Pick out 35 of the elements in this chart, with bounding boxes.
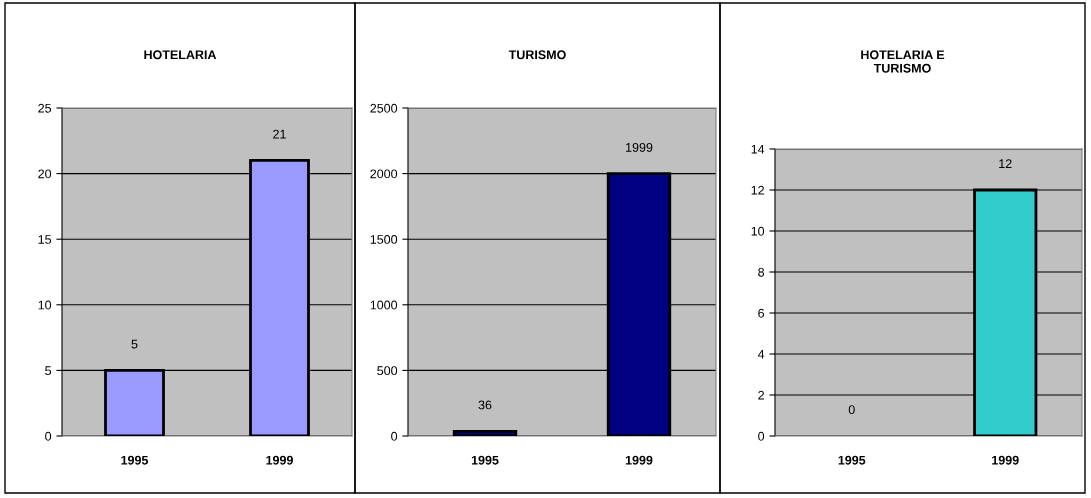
y-tick-label: 2000 [370,169,398,179]
y-tick-label: 8 [758,267,765,277]
y-tick-label: 6 [758,308,765,318]
data-label: 36 [478,400,492,410]
chart-title: TURISMO [508,50,566,60]
y-tick-label: 0 [45,431,52,441]
y-tick-label: 25 [38,103,52,113]
chart-title: HOTELARIA E TURISMO [861,50,945,73]
data-label: 12 [999,159,1012,168]
y-tick-label: 2500 [370,103,398,113]
data-label: 0 [848,405,855,415]
x-tick-label: 1995 [121,455,149,465]
y-tick-label: 15 [38,235,52,244]
x-tick-label: 1995 [838,455,866,465]
x-tick-label: 1999 [266,455,293,465]
y-tick-label: 14 [751,144,765,154]
x-tick-label: 1999 [625,455,653,465]
y-tick-label: 5 [45,366,52,376]
y-tick-label: 12 [751,185,764,195]
y-tick-label: 0 [391,431,398,441]
y-tick-label: 10 [38,300,52,310]
data-label: 1999 [626,142,653,152]
x-tick-label: 1999 [992,455,1019,465]
y-tick-label: 1000 [370,300,398,310]
x-tick-label: 1995 [471,455,499,465]
y-tick-label: 500 [377,366,398,376]
chart-title: HOTELARIA [144,50,217,60]
data-label: 5 [131,339,138,349]
y-tick-label: 4 [757,349,765,359]
y-tick-label: 0 [758,431,765,441]
y-tick-label: 2 [758,390,764,400]
y-tick-label: 10 [751,226,765,236]
data-label: 21 [273,129,286,139]
y-tick-label: 1500 [370,235,398,244]
y-tick-label: 20 [38,169,52,179]
